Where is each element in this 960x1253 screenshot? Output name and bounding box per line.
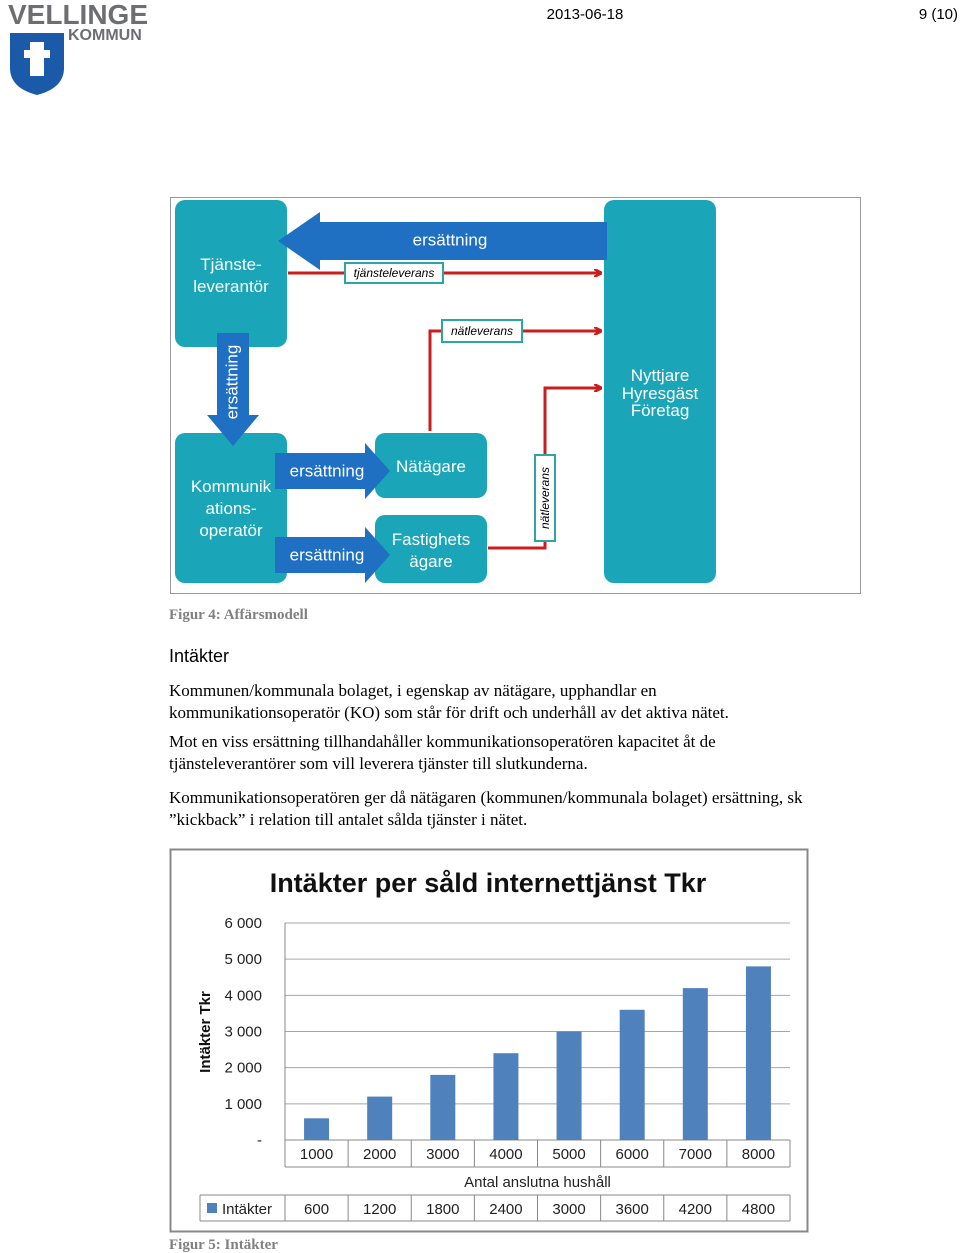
page-number: 9 (10) — [919, 6, 958, 23]
flow-label: nätleverans — [538, 467, 552, 529]
flow-label: ersättning — [222, 345, 241, 420]
y-tick-label: - — [257, 1132, 262, 1149]
chart: - 1 000 2 000 3 000 4 000 5 000 6 000 Intäkter 6… — [199, 915, 791, 1222]
x-tick-label: 8000 — [742, 1146, 775, 1163]
flow-label: ersättning — [413, 230, 488, 249]
node-label: Nätägare — [396, 457, 466, 476]
bar — [367, 1096, 393, 1140]
x-tick-label: 2000 — [363, 1146, 396, 1163]
figure-caption: Figur 4: Affärsmodell — [169, 607, 308, 623]
y-tick-label: 2 000 — [224, 1060, 262, 1077]
bar — [682, 988, 708, 1140]
data-table-value: 1200 — [363, 1201, 396, 1218]
node-label: ägare — [409, 552, 452, 571]
bar — [430, 1074, 456, 1140]
y-tick-label: 4 000 — [224, 987, 262, 1004]
x-tick-label: 5000 — [552, 1146, 585, 1163]
data-table-value: 3600 — [616, 1201, 649, 1218]
logo-name: VELLINGE — [8, 0, 148, 30]
paragraph-line: tjänsteleverantörer som vill leverera tj… — [169, 754, 588, 773]
node-label: Hyresgäst — [622, 384, 699, 403]
node-label: leverantör — [193, 277, 269, 296]
node-label: Företag — [631, 401, 690, 420]
paragraph-line: kommunikationsoperatör (KO) som står för… — [169, 703, 729, 722]
flow-label-box — [344, 262, 444, 284]
date: 2013-06-18 — [547, 6, 624, 23]
data-table-value: 2400 — [489, 1201, 522, 1218]
x-tick-label: 3000 — [426, 1146, 459, 1163]
legend-swatch — [207, 1203, 217, 1213]
figure-caption: Figur 5: Intäkter — [169, 1237, 278, 1253]
payment-arrow — [275, 527, 390, 583]
node-label: Kommunik — [191, 477, 272, 496]
node — [375, 433, 487, 498]
paragraph-line: Kommunikationsoperatören ger då nätägare… — [169, 788, 803, 807]
x-tick-label: 7000 — [679, 1146, 712, 1163]
y-tick-label: 5 000 — [224, 951, 262, 968]
payment-arrow — [278, 212, 607, 270]
node — [375, 515, 487, 583]
x-axis-label: Antal anslutna hushåll — [464, 1174, 611, 1191]
data-table-value: 3000 — [552, 1201, 585, 1218]
y-tick-label: 1 000 — [224, 1096, 262, 1113]
bar — [493, 1053, 519, 1140]
flow-label-box — [441, 319, 523, 343]
flow-label: tjänsteleverans — [354, 266, 435, 280]
legend-label: Intäkter — [222, 1201, 272, 1218]
node-label: Nyttjare — [631, 366, 690, 385]
delivery-line — [428, 331, 600, 431]
data-table-value: 1800 — [426, 1201, 459, 1218]
flow-label: nätleverans — [451, 324, 513, 338]
flow-label: ersättning — [290, 461, 365, 480]
bar — [745, 966, 771, 1140]
flow-label-box — [534, 454, 556, 542]
x-tick-label: 1000 — [300, 1146, 333, 1163]
data-table-value: 600 — [304, 1201, 329, 1218]
node — [604, 200, 716, 583]
y-axis-label: Intäkter Tkr — [197, 991, 214, 1073]
node-label: Fastighets — [392, 530, 470, 549]
node-label: operatör — [199, 521, 263, 540]
bar — [619, 1009, 645, 1140]
data-table-value: 4200 — [679, 1201, 712, 1218]
y-tick-label: 6 000 — [224, 915, 262, 932]
logo-sub: KOMMUN — [68, 27, 142, 44]
paragraph-line: Kommunen/kommunala bolaget, i egenskap a… — [169, 681, 657, 700]
paragraph-line: Mot en viss ersättning tillhandahåller k… — [169, 732, 716, 751]
logo-emblem — [24, 42, 50, 76]
node-label: Tjänste- — [200, 255, 261, 274]
payment-arrow — [207, 333, 259, 446]
paragraph-line: ”kickback” i relation till antalet sålda… — [169, 810, 527, 829]
section-heading: Intäkter — [169, 646, 229, 666]
x-tick-label: 4000 — [489, 1146, 522, 1163]
node — [175, 433, 287, 583]
logo: VELLINGE KOMMUN — [8, 0, 148, 95]
bar — [304, 1118, 330, 1140]
business-model-diagram: Tjänste- leverantör Kommunik ations- ope… — [170, 197, 861, 594]
payment-arrow — [275, 443, 390, 499]
node-label: ations- — [205, 499, 256, 518]
bar — [556, 1031, 582, 1140]
node — [175, 200, 287, 347]
flow-label: ersättning — [290, 545, 365, 564]
y-tick-label: 3 000 — [224, 1024, 262, 1041]
chart-title: Intäkter per såld internettjänst Tkr — [270, 868, 707, 898]
paragraphs: Kommunen/kommunala bolaget, i egenskap a… — [169, 681, 803, 829]
x-tick-label: 6000 — [616, 1146, 649, 1163]
data-table-value: 4800 — [742, 1201, 775, 1218]
